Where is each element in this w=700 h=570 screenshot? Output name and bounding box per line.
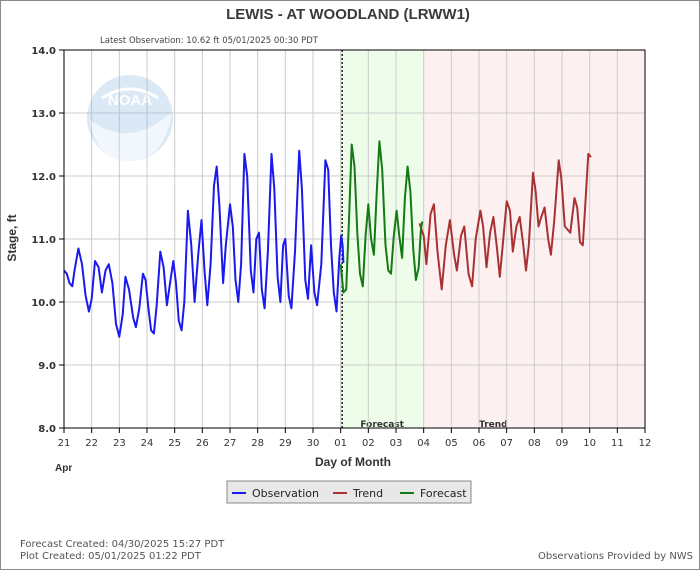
- plot-created-text: Plot Created: 05/01/2025 01:22 PDT: [20, 551, 201, 562]
- x-tick-label: 21: [58, 438, 71, 449]
- x-tick-label: 25: [168, 438, 181, 449]
- legend-label-trend: Trend: [352, 487, 383, 500]
- x-tick-label: 01: [334, 438, 347, 449]
- x-tick-label: 26: [196, 438, 209, 449]
- region-label-trend: Trend: [479, 420, 508, 430]
- y-tick-label: 11.0: [31, 235, 56, 246]
- x-tick-label: 23: [113, 438, 126, 449]
- data-credit-text: Observations Provided by NWS: [538, 551, 694, 562]
- forecast-created-text: Forecast Created: 04/30/2025 15:27 PDT: [20, 539, 225, 550]
- x-tick-label: 10: [583, 438, 596, 449]
- x-tick-label: 30: [307, 438, 320, 449]
- x-tick-label: 05: [445, 438, 458, 449]
- y-tick-label: 10.0: [31, 298, 56, 309]
- y-tick-label: 8.0: [38, 424, 56, 435]
- x-tick-label: 09: [556, 438, 569, 449]
- y-tick-label: 14.0: [31, 46, 56, 57]
- x-tick-label: 29: [279, 438, 292, 449]
- x-tick-label: 12: [639, 438, 652, 449]
- series-line-forecast: [339, 140, 424, 294]
- x-axis-label: Day of Month: [315, 455, 391, 469]
- y-axis-label: Stage, ft: [5, 214, 19, 261]
- y-tick-label: 9.0: [38, 361, 56, 372]
- series-line-trend: [418, 152, 592, 291]
- x-tick-label: 24: [141, 438, 154, 449]
- x-tick-label: 27: [224, 438, 237, 449]
- noaa-logo-icon: NOAA: [87, 75, 173, 161]
- x-tick-label: 08: [528, 438, 541, 449]
- x-tick-label: 28: [251, 438, 264, 449]
- legend-label-observation: Observation: [252, 487, 319, 500]
- x-tick-label: 06: [473, 438, 486, 449]
- chart-legend: Observation Trend Forecast: [226, 480, 472, 504]
- x-tick-label: 11: [611, 438, 624, 449]
- legend-label-forecast: Forecast: [420, 487, 467, 500]
- x-tick-label: 22: [85, 438, 98, 449]
- x-tick-label: 03: [390, 438, 403, 449]
- series-line-observation: [63, 149, 345, 338]
- y-tick-label: 12.0: [31, 172, 56, 183]
- region-label-forecast: Forecast: [360, 420, 404, 430]
- x-tick-label: 04: [417, 438, 430, 449]
- noaa-logo-text: NOAA: [108, 92, 152, 109]
- x-tick-label: 07: [500, 438, 513, 449]
- x-tick-label: 02: [362, 438, 375, 449]
- month-label: Apr: [55, 463, 72, 474]
- chart-subtitle: Latest Observation: 10.62 ft 05/01/2025 …: [100, 36, 319, 46]
- y-tick-label: 13.0: [31, 109, 56, 120]
- chart-title: LEWIS - AT WOODLAND (LRWW1): [226, 6, 470, 23]
